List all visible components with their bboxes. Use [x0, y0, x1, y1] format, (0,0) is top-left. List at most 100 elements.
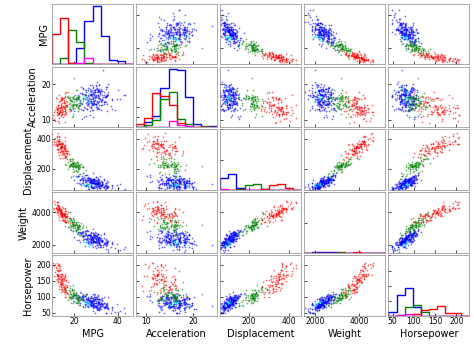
Point [232, 230, 239, 236]
Point [228, 33, 236, 38]
Point [55, 206, 62, 212]
Point [312, 13, 320, 18]
Point [164, 46, 171, 51]
Point [403, 236, 410, 242]
Point [155, 178, 163, 184]
Point [217, 17, 224, 23]
Point [419, 113, 427, 119]
Point [180, 175, 188, 180]
Point [308, 302, 316, 308]
Point [61, 99, 68, 104]
Point [417, 220, 425, 226]
Point [357, 54, 365, 60]
Point [402, 43, 410, 49]
Point [410, 99, 417, 105]
Point [329, 297, 337, 303]
Point [95, 307, 103, 313]
Point [407, 224, 414, 229]
Point [421, 95, 428, 101]
Point [84, 183, 92, 189]
Point [407, 232, 414, 237]
Point [423, 151, 430, 156]
Point [340, 286, 347, 292]
Point [399, 184, 407, 190]
Point [160, 55, 167, 60]
Point [416, 215, 423, 220]
Point [401, 178, 409, 184]
Point [398, 33, 405, 38]
Point [255, 105, 262, 110]
Point [57, 140, 65, 146]
Point [171, 143, 178, 149]
Point [224, 29, 232, 34]
Point [316, 302, 324, 308]
Point [315, 33, 323, 39]
Point [246, 42, 253, 48]
Point [410, 116, 418, 122]
Point [90, 176, 98, 182]
Point [220, 31, 228, 37]
Point [242, 222, 250, 228]
Point [61, 215, 68, 221]
Point [413, 176, 420, 182]
Point [91, 300, 99, 306]
Point [358, 280, 365, 285]
Point [257, 286, 265, 292]
Point [182, 184, 190, 190]
Point [183, 26, 191, 32]
Point [318, 297, 326, 303]
Point [86, 92, 94, 97]
Point [167, 233, 175, 239]
Point [168, 148, 176, 153]
Point [336, 102, 343, 108]
Point [172, 239, 180, 245]
Point [276, 269, 284, 274]
Point [405, 177, 413, 183]
Point [226, 35, 234, 40]
Point [226, 33, 234, 38]
Point [360, 111, 368, 117]
Point [319, 84, 327, 90]
Point [407, 41, 415, 47]
Point [173, 212, 180, 218]
Point [154, 177, 161, 182]
Point [182, 232, 190, 238]
Point [250, 295, 258, 301]
Point [410, 106, 417, 111]
Point [82, 240, 90, 245]
Point [227, 297, 235, 303]
Point [63, 211, 70, 217]
Point [321, 98, 329, 104]
Point [90, 176, 97, 181]
Point [53, 208, 60, 214]
Point [227, 28, 235, 33]
Point [220, 107, 228, 113]
Point [248, 101, 255, 107]
Point [56, 281, 64, 286]
Point [338, 162, 346, 168]
Point [401, 239, 409, 245]
Point [449, 133, 456, 138]
Point [258, 209, 266, 215]
Point [172, 299, 180, 305]
Point [165, 239, 173, 245]
Point [88, 236, 95, 242]
Point [401, 23, 409, 29]
Point [169, 180, 177, 186]
Point [227, 88, 235, 94]
Point [187, 181, 194, 187]
Point [409, 38, 416, 44]
Point [164, 151, 172, 157]
Point [90, 84, 97, 90]
Point [166, 21, 173, 27]
Point [414, 109, 422, 114]
Point [69, 164, 76, 169]
Point [415, 43, 422, 49]
Point [254, 93, 261, 99]
Point [141, 135, 148, 141]
Point [225, 303, 233, 309]
Point [255, 104, 263, 109]
Point [84, 238, 92, 244]
Point [148, 143, 156, 149]
Point [357, 278, 365, 284]
